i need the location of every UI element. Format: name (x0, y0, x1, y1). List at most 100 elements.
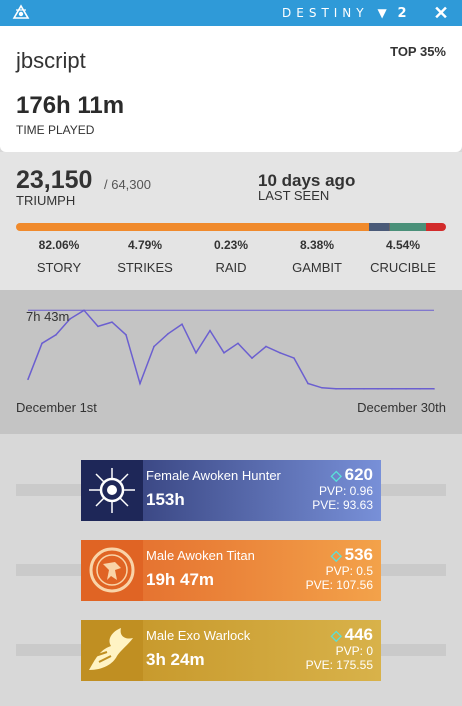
triumph-score: 23,150 (16, 166, 93, 194)
character-time: 19h 47m (146, 570, 215, 589)
chart-point (223, 352, 225, 354)
character-pve: PVE: 107.56 (305, 578, 373, 592)
character-pvp: PVP: 0.96 (318, 484, 373, 498)
character-pve: PVE: 93.63 (312, 498, 373, 512)
breakdown-segment-gambit (390, 223, 427, 231)
chart-point (167, 332, 169, 335)
breakdown-percent: 82.06% (38, 238, 80, 252)
character-pvp: PVP: 0.5 (325, 564, 373, 578)
triumph-label: TRIUMPH (16, 193, 76, 208)
character-power: ◇ 536 (331, 545, 373, 565)
brand-name: DESTINY (282, 6, 369, 20)
character-card-titan[interactable]: Male Awoken Titan 19h 47m ◇ 536 PVP: 0.5 … (81, 540, 381, 601)
stats-panel: 23,150 / 64,300 TRIUMPH 10 days ago LAST… (0, 152, 462, 290)
character-pve: PVE: 175.55 (305, 658, 373, 672)
chart-point (41, 342, 43, 345)
activity-chart-svg (27, 309, 435, 390)
triumph-max: / 64,300 (104, 177, 151, 192)
chart-point (153, 345, 155, 348)
power-diamond-icon: ◇ (330, 547, 342, 563)
chart-point (83, 309, 85, 312)
chart-series-line (27, 309, 434, 390)
breakdown-crucible: 4.54% CRUCIBLE (360, 238, 446, 275)
percentile-badge: TOP 35% (390, 44, 446, 59)
chart-point (419, 388, 421, 390)
chart-point (209, 329, 211, 332)
app-logo-icon (12, 4, 30, 19)
chart-point (405, 388, 407, 390)
chart-point (293, 357, 295, 359)
username: jbscript (16, 48, 86, 73)
breakdown-raid: 0.23% RAID (188, 238, 274, 275)
chart-point (237, 342, 239, 345)
character-title: Female Awoken Hunter (146, 468, 281, 483)
breakdown-segment-crucible (426, 223, 446, 231)
breakdown-label: RAID (215, 260, 247, 275)
power-diamond-icon: ◇ (330, 467, 342, 483)
breakdown-percent: 8.38% (299, 238, 335, 252)
power-value: 620 (344, 465, 373, 484)
character-list: Female Awoken Hunter 153h ◇ 620 PVP: 0.96… (0, 434, 462, 706)
last-seen-label: LAST SEEN (258, 188, 330, 203)
chart-point (181, 323, 183, 326)
titan-emblem-icon (81, 540, 143, 601)
breakdown-percent: 4.54% (385, 238, 421, 252)
chart-point (69, 318, 71, 320)
chart-point (391, 388, 393, 390)
breakdown-strikes: 4.79% STRIKES (102, 238, 188, 275)
character-time: 3h 24m (146, 650, 205, 669)
chart-point (55, 334, 57, 336)
chart-point (111, 321, 113, 323)
close-icon[interactable]: ✕ (433, 3, 449, 23)
character-time: 153h (146, 490, 185, 509)
character-power: ◇ 620 (331, 465, 373, 485)
chart-point (433, 388, 435, 390)
chart-point (251, 357, 253, 359)
warlock-emblem-icon (81, 620, 143, 681)
activity-chart: 7h 43m December 1st December 30th (0, 290, 462, 434)
chart-point (27, 378, 29, 381)
breakdown-label: GAMBIT (292, 260, 342, 275)
breakdown-segment-raid (389, 223, 391, 231)
character-title: Male Awoken Titan (146, 548, 255, 563)
last-seen-value: 10 days ago (258, 171, 356, 190)
chart-point (349, 388, 351, 390)
chart-x-end-label: December 30th (357, 400, 446, 415)
breakdown-segment-strikes (368, 223, 390, 231)
hunter-emblem-icon (81, 460, 143, 521)
chart-point (279, 352, 281, 354)
chart-point (307, 382, 309, 385)
chart-point (195, 352, 197, 354)
power-diamond-icon: ◇ (330, 627, 342, 643)
chart-point (377, 388, 379, 390)
brand-separator-icon: ▼ (377, 6, 389, 20)
brand-number: 2 (397, 6, 407, 21)
chart-point (125, 334, 127, 336)
chart-point (97, 325, 99, 328)
activity-breakdown-bar (16, 223, 446, 231)
breakdown-label: CRUCIBLE (370, 260, 436, 275)
breakdown-gambit: 8.38% GAMBIT (274, 238, 360, 275)
brand-wordmark: DESTINY ▼ 2 (282, 6, 407, 21)
title-bar: DESTINY ▼ 2 ✕ (0, 0, 462, 26)
profile-card: jbscript TOP 35% 176h 11m TIME PLAYED (0, 26, 462, 152)
character-card-warlock[interactable]: Male Exo Warlock 3h 24m ◇ 446 PVP: 0 PVE:… (81, 620, 381, 681)
chart-point (335, 388, 337, 390)
character-pvp: PVP: 0 (335, 644, 373, 658)
breakdown-percent: 0.23% (213, 238, 249, 252)
chart-peak-label: 7h 43m (26, 309, 70, 324)
character-card-hunter[interactable]: Female Awoken Hunter 153h ◇ 620 PVP: 0.96… (81, 460, 381, 521)
character-title: Male Exo Warlock (146, 628, 251, 643)
chart-x-start-label: December 1st (16, 400, 97, 415)
power-value: 536 (344, 545, 373, 564)
breakdown-story: 82.06% STORY (16, 238, 102, 275)
chart-point (363, 388, 365, 390)
breakdown-label: STORY (36, 260, 82, 275)
character-power: ◇ 446 (331, 625, 373, 645)
chart-point (321, 386, 323, 389)
chart-point (139, 382, 141, 385)
chart-point (265, 345, 267, 348)
time-played-value: 176h 11m (16, 92, 125, 119)
breakdown-percent: 4.79% (127, 238, 163, 252)
breakdown-label: STRIKES (117, 260, 173, 275)
